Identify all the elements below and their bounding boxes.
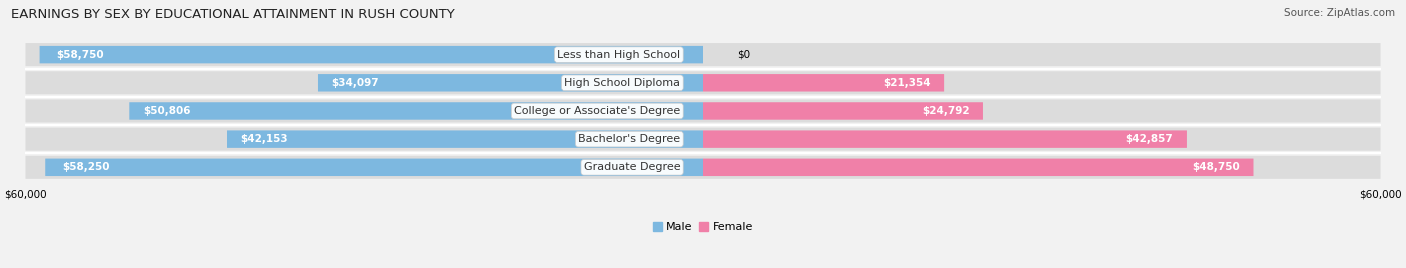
FancyBboxPatch shape	[25, 43, 1381, 66]
FancyBboxPatch shape	[45, 159, 703, 176]
Text: $50,806: $50,806	[143, 106, 190, 116]
FancyBboxPatch shape	[25, 99, 1381, 122]
FancyBboxPatch shape	[129, 102, 703, 120]
Text: Bachelor's Degree: Bachelor's Degree	[578, 134, 681, 144]
FancyBboxPatch shape	[318, 74, 703, 92]
Text: Source: ZipAtlas.com: Source: ZipAtlas.com	[1284, 8, 1395, 18]
Text: $34,097: $34,097	[332, 78, 380, 88]
Text: $58,750: $58,750	[56, 50, 104, 60]
Text: EARNINGS BY SEX BY EDUCATIONAL ATTAINMENT IN RUSH COUNTY: EARNINGS BY SEX BY EDUCATIONAL ATTAINMEN…	[11, 8, 456, 21]
FancyBboxPatch shape	[39, 46, 703, 63]
Text: $24,792: $24,792	[922, 106, 969, 116]
Text: Graduate Degree: Graduate Degree	[583, 162, 681, 172]
Text: High School Diploma: High School Diploma	[564, 78, 681, 88]
Text: $0: $0	[737, 50, 749, 60]
Text: $42,857: $42,857	[1126, 134, 1174, 144]
FancyBboxPatch shape	[25, 71, 1381, 94]
Text: $42,153: $42,153	[240, 134, 288, 144]
Text: College or Associate's Degree: College or Associate's Degree	[515, 106, 681, 116]
FancyBboxPatch shape	[226, 131, 703, 148]
FancyBboxPatch shape	[703, 159, 1254, 176]
FancyBboxPatch shape	[703, 131, 1187, 148]
Text: $21,354: $21,354	[883, 78, 931, 88]
FancyBboxPatch shape	[703, 74, 945, 92]
Text: Less than High School: Less than High School	[557, 50, 681, 60]
Text: $48,750: $48,750	[1192, 162, 1240, 172]
FancyBboxPatch shape	[703, 102, 983, 120]
Legend: Male, Female: Male, Female	[648, 218, 758, 237]
Text: $58,250: $58,250	[62, 162, 110, 172]
FancyBboxPatch shape	[25, 156, 1381, 179]
FancyBboxPatch shape	[25, 128, 1381, 151]
